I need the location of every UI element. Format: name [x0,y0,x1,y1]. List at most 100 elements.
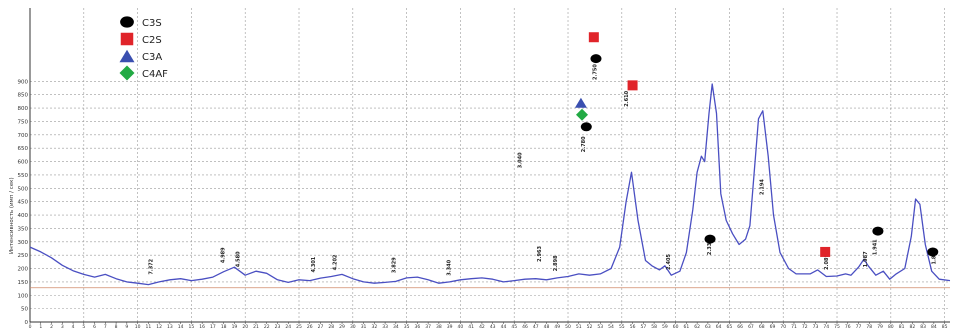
x-tick-label: 55 [619,324,625,329]
peak-label: 7.372 [148,258,154,274]
peak-label: 3.829 [391,257,397,273]
y-tick-label: 50 [21,307,28,313]
series-line [29,83,951,286]
x-tick-label: 9 [125,324,128,329]
peak-label: 2.089 [824,254,830,270]
x-tick-label: 42 [479,324,485,329]
marker-c2s [627,80,638,91]
x-tick-label: 31 [361,324,367,329]
x-tick-label: 17 [210,324,216,329]
y-tick-label: 150 [18,280,29,286]
x-tick-label: 68 [759,324,765,329]
x-tick-label: 29 [339,324,345,329]
x-tick-label: 34 [393,324,399,329]
x-tick-label: 80 [888,324,894,329]
peak-label: 2.750 [593,64,599,80]
x-tick-label: 51 [576,324,582,329]
y-tick-label: 250 [18,253,29,259]
x-tick-label: 13 [167,324,173,329]
x-tick-label: 1 [39,324,42,329]
x-tick-label: 43 [490,324,496,329]
peak-label: 2.405 [666,254,672,270]
x-tick-label: 35 [404,324,410,329]
peak-label: 1.987 [863,251,869,267]
marker-c3a [574,97,587,108]
peak-label: 2.780 [581,136,587,152]
x-tick-label: 83 [920,324,926,329]
legend-marker-c2s [120,32,134,46]
x-tick-label: 65 [727,324,733,329]
marker-c3s [580,122,592,132]
x-tick-label: 49 [554,324,560,329]
x-tick-label: 32 [371,324,377,329]
x-tick-label: 82 [909,324,915,329]
x-tick-label: 62 [694,324,700,329]
y-tick-label: 650 [18,146,29,152]
y-tick-label: 750 [18,119,29,125]
x-tick-label: 59 [662,324,668,329]
y-tick-label: 800 [18,106,29,112]
y-tick-label: 350 [18,226,29,232]
x-tick-label: 52 [587,324,593,329]
x-tick-label: 11 [145,324,151,329]
x-tick-label: 22 [264,324,270,329]
peak-label: 1.941 [872,239,878,255]
legend-marker-c3s [120,16,134,28]
x-tick-label: 45 [511,324,517,329]
x-tick-label: 30 [350,324,356,329]
marker-c3s [590,54,602,64]
y-tick-label: 100 [18,293,29,299]
x-tick-label: 0 [29,324,32,329]
y-tick-label: 700 [18,133,29,139]
x-tick-label: 72 [802,324,808,329]
x-tick-label: 81 [899,324,905,329]
x-tick-label: 48 [544,324,550,329]
x-tick-label: 46 [522,324,528,329]
legend-marker-c3a [119,49,135,63]
legend-label-c3s: C3S [142,18,162,29]
x-tick-label: 26 [307,324,313,329]
marker-c3s [704,234,716,244]
y-tick-label: 850 [18,93,29,99]
legend: C3S C2S C3A C4AF [119,16,168,81]
x-tick-label: 12 [156,324,162,329]
x-tick-label: 44 [501,324,507,329]
x-tick-label: 19 [232,324,238,329]
x-tick-label: 38 [436,324,442,329]
x-tick-label: 69 [770,324,776,329]
x-tick-label: 76 [845,324,851,329]
peak-label: 4.202 [332,254,338,270]
x-tick-label: 41 [468,324,474,329]
peak-label: 4.301 [311,256,317,272]
peak-label: 2.194 [759,179,765,195]
x-tick-label: 7 [104,324,107,329]
x-tick-label: 67 [748,324,754,329]
x-tick-label: 33 [382,324,388,329]
x-tick-label: 85 [942,324,948,329]
x-tick-label: 57 [640,324,646,329]
y-tick-label: 600 [18,160,29,166]
x-tick-label: 84 [931,324,937,329]
x-tick-label: 40 [458,324,464,329]
peak-label: 2.332 [707,239,713,255]
y-tick-label: 400 [18,213,29,219]
peak-label: 2.963 [537,246,543,262]
legend-marker-c4af [119,65,135,81]
legend-label-c2s: C2S [142,35,162,46]
x-tick-label: 66 [737,324,743,329]
marker-c2s [820,246,831,257]
y-tick-label: 550 [18,173,29,179]
x-tick-label: 78 [866,324,872,329]
x-tick-label: 15 [189,324,195,329]
peak-labels: 7.372 4.989 4.580 4.301 4.202 3.829 3.340 3.040… [148,64,937,276]
x-tick-label: 24 [285,324,291,329]
x-tick-label: 79 [877,324,883,329]
x-tick-label: 53 [597,324,603,329]
x-tick-label: 5 [82,324,85,329]
x-tick-label: 63 [705,324,711,329]
x-tick-label: 60 [673,324,679,329]
x-tick-label: 58 [651,324,657,329]
marker-c3s [927,247,939,257]
y-tick-label: 300 [18,240,29,246]
